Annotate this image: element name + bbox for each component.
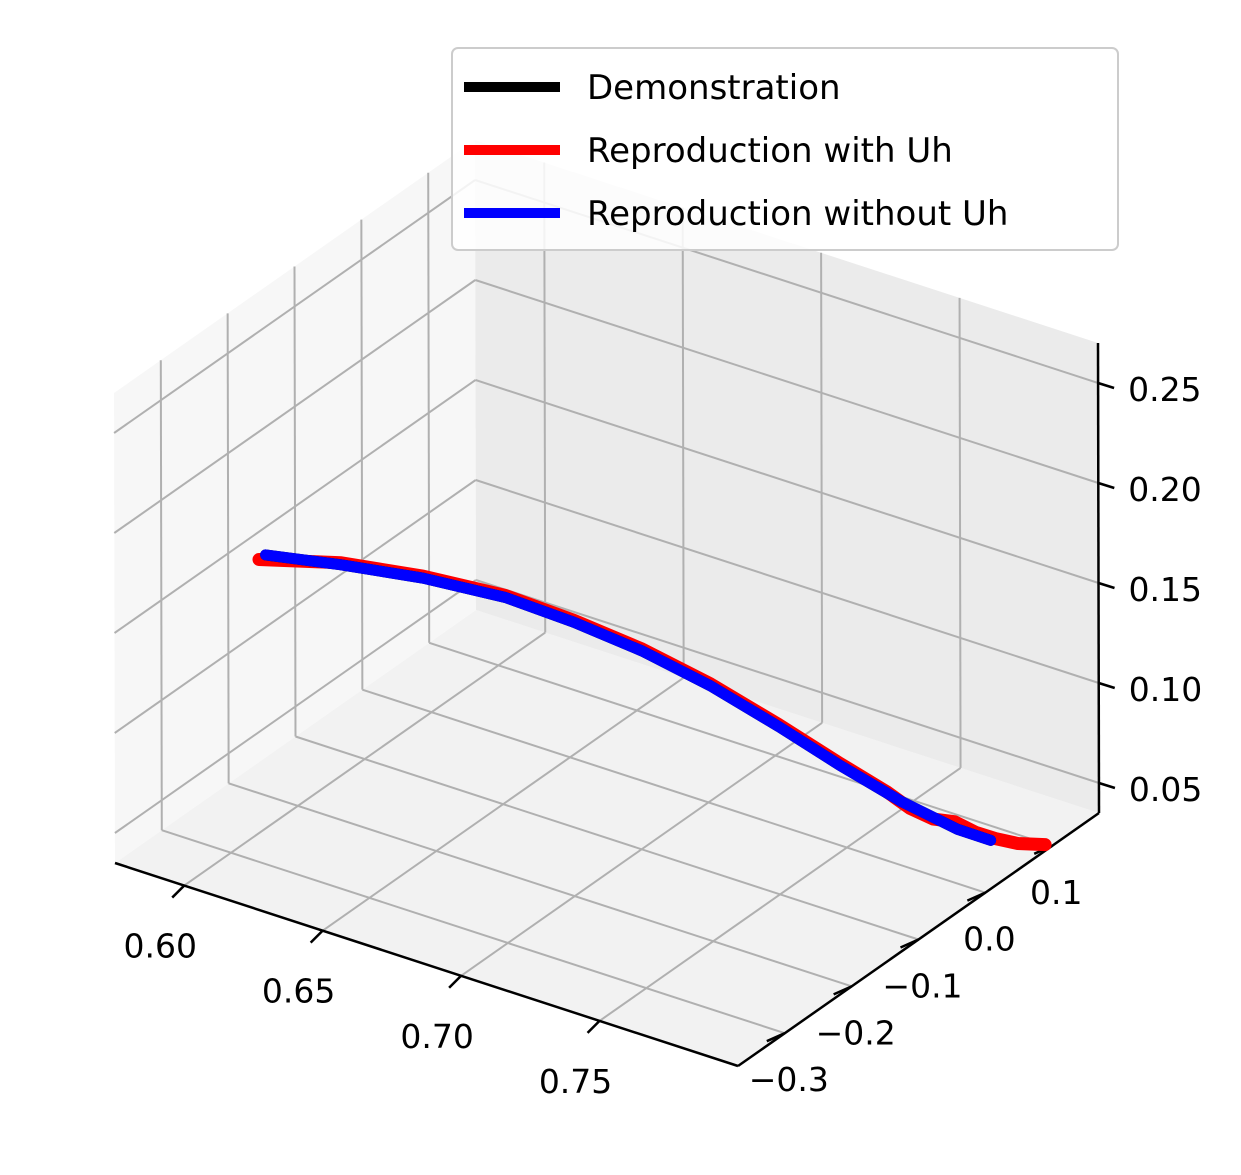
x-tick-mark [448, 974, 462, 989]
grid-line-x-back [681, 207, 685, 678]
grid-line-y-floor [428, 641, 1053, 847]
z-tick-label: 0.25 [1128, 370, 1201, 409]
series-line-reproduction-without-uh [260, 549, 997, 846]
grid-lines [113, 162, 1100, 1035]
grid-line-z-left [114, 579, 477, 834]
y-tick-label: 0.0 [963, 920, 1015, 959]
y-tick-mark [966, 891, 986, 902]
x-tick-mark [171, 884, 186, 899]
x-tick-label: 0.75 [539, 1062, 612, 1101]
grid-line-x-back [820, 252, 824, 723]
grid-line-z-back [475, 479, 1100, 684]
z-tick-mark [1097, 481, 1115, 490]
grid-line-x-back [958, 297, 962, 768]
grid-line-z-back [475, 579, 1100, 784]
grid-line-y-left [427, 172, 431, 643]
y-tick-label: −0.1 [882, 967, 962, 1006]
z-tick-label: 0.20 [1128, 470, 1201, 509]
legend-label-demonstration: Demonstration [587, 68, 841, 108]
y-tick-mark [766, 1032, 786, 1043]
z-tick-mark [1098, 781, 1116, 790]
z-tick-label: 0.05 [1129, 770, 1202, 809]
grid-line-y-left [360, 219, 364, 690]
axis-panes [114, 140, 1099, 1066]
x-tick-label: 0.70 [400, 1017, 473, 1056]
x-tick-label: 0.60 [123, 927, 196, 966]
grid-line-z-back [474, 279, 1099, 484]
y-tick-label: −0.2 [816, 1013, 896, 1052]
z-tick-label: 0.10 [1129, 670, 1202, 709]
y-tick-label: −0.3 [749, 1060, 829, 1099]
x-tick-mark [309, 929, 324, 944]
y-tick-mark [899, 938, 920, 949]
grid-line-z-left [113, 279, 476, 534]
y-tick-label: 0.1 [1030, 873, 1082, 912]
z-axis-line [1096, 342, 1101, 814]
x-axis-line [114, 861, 739, 1068]
grid-line-y-floor [362, 688, 986, 894]
z-tick-label: 0.15 [1129, 570, 1202, 609]
grid-line-y-floor [228, 782, 852, 988]
grid-line-z-left [113, 379, 477, 634]
legend-box [451, 47, 1119, 251]
grid-line-y-left [293, 266, 297, 737]
legend-label-reproduction-with-uh: Reproduction with Uh [587, 131, 953, 171]
series-lines [252, 549, 1052, 852]
grid-line-y-left [159, 360, 163, 831]
grid-line-z-back [475, 379, 1099, 584]
z-tick-mark [1098, 581, 1115, 590]
x-tick-label: 0.65 [262, 972, 335, 1011]
legend: Demonstration Reproduction with Uh Reprodu… [451, 47, 1119, 251]
grid-line-y-floor [295, 735, 919, 941]
y-tick-mark [833, 985, 853, 996]
grid-line-y-left [226, 313, 230, 784]
grid-line-y-floor [161, 829, 786, 1035]
z-tick-mark [1098, 681, 1116, 690]
grid-line-z-left [113, 179, 476, 434]
tick-marks: 0.60 0.65 0.70 0.75 −0.3 −0.2 −0.10.0 0.1 0.05 0.… [123, 370, 1202, 1101]
x-tick-mark [586, 1020, 601, 1034]
z-tick-mark [1097, 381, 1115, 390]
grid-line-z-left [114, 479, 477, 734]
legend-label-reproduction-without-uh: Reproduction without Uh [587, 194, 1008, 234]
